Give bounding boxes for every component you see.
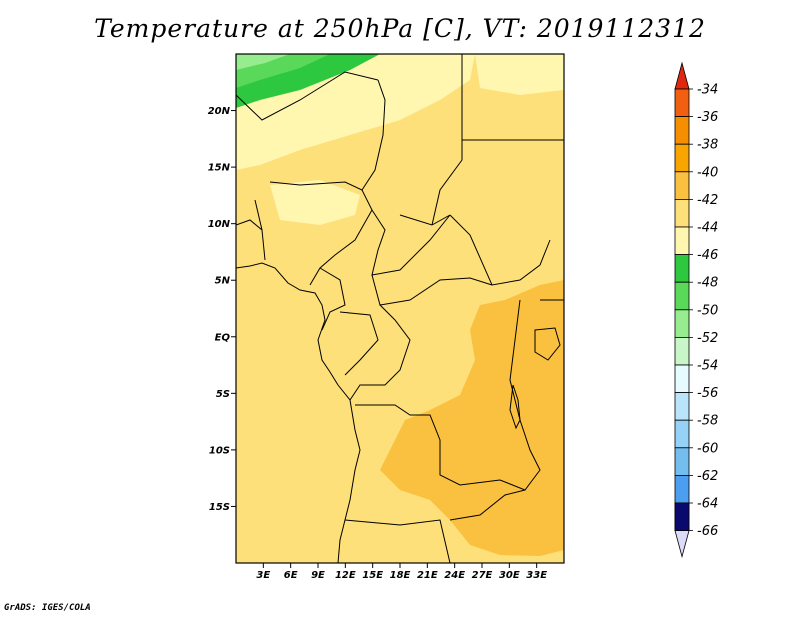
latitude-axis: 20N 15N 10N 5N EQ 5S 10S 15S [208, 106, 236, 513]
colorbar-swatch [674, 474, 690, 504]
lon-tick-label: 33E [526, 570, 547, 581]
grads-credit: GrADS: IGES/COLA [4, 603, 91, 613]
border-chad-car [371, 209, 451, 276]
colorbar-label: -58 [697, 414, 718, 429]
lat-tick-label: 15S [209, 502, 230, 513]
lon-tick-label: 24E [444, 570, 465, 581]
colorbar-swatch [674, 502, 690, 532]
border-car-south [371, 274, 493, 306]
border-drc-east [499, 299, 541, 491]
border-angola-namibia [344, 519, 451, 563]
colorbar-label: -62 [697, 469, 718, 484]
colorbar-label: -64 [697, 497, 718, 512]
colorbar-label: -50 [697, 303, 718, 318]
colorbar-label: -60 [697, 441, 718, 456]
colorbar-label: -42 [697, 193, 718, 208]
coastline [236, 262, 361, 563]
longitude-axis: 3E 6E 9E 12E 15E 18E 21E 24E 27E 30E 33E [256, 563, 547, 581]
lat-tick-label: 10N [208, 219, 231, 230]
border-drc-angola [355, 404, 501, 486]
lake-victoria [534, 327, 561, 361]
colorbar: -34 -36 -38 -40 -42 -44 -46 -48 -50 -52 -54 -56 -58 -… [674, 61, 718, 559]
colorbar-bottom-arrow [674, 530, 690, 559]
colorbar-label: -34 [697, 83, 718, 98]
lon-tick-label: 12E [335, 570, 356, 581]
lat-tick-label: EQ [215, 332, 231, 343]
colorbar-swatch [674, 226, 690, 256]
colorbar-swatch [674, 281, 690, 311]
border-congo-drc [349, 304, 411, 401]
lon-tick-label: 18E [390, 570, 411, 581]
lon-tick-label: 21E [417, 570, 438, 581]
lon-tick-label: 6E [284, 570, 298, 581]
lon-tick-label: 3E [256, 570, 270, 581]
lon-tick-label: 9E [311, 570, 325, 581]
lat-tick-label: 15N [208, 163, 231, 174]
colorbar-swatch [674, 419, 690, 449]
colorbar-label: -46 [697, 248, 718, 263]
lon-tick-label: 30E [499, 570, 520, 581]
colorbar-swatch [674, 88, 690, 118]
border-egypt-sudan [431, 54, 463, 226]
colorbar-swatch [674, 198, 690, 228]
lat-tick-label: 5N [215, 276, 231, 287]
colorbar-swatch [674, 364, 690, 394]
country-borders [236, 54, 564, 563]
colorbar-swatch [674, 143, 690, 173]
border-west-africa [236, 199, 266, 261]
colorbar-label: -38 [697, 138, 718, 153]
colorbar-swatch [674, 392, 690, 421]
colorbar-label: -52 [697, 331, 718, 346]
lon-tick-label: 15E [362, 570, 383, 581]
border-south-sudan [449, 214, 551, 286]
colorbar-label: -56 [697, 386, 718, 401]
colorbar-swatch [674, 336, 690, 366]
colorbar-swatch [674, 116, 690, 145]
colorbar-swatch [674, 447, 690, 476]
field-band-42-44-patch [270, 180, 360, 225]
colorbar-label: -54 [697, 359, 718, 374]
lon-tick-label: 27E [472, 570, 493, 581]
border-gabon-congo [339, 311, 379, 376]
lat-tick-label: 10S [209, 445, 230, 456]
colorbar-label: -48 [697, 276, 718, 291]
field-band-48-50 [236, 54, 290, 70]
colorbar-top-arrow [674, 61, 690, 90]
border-libya-chad [361, 79, 386, 191]
colorbar-label: -40 [697, 165, 718, 180]
colorbar-label: -36 [697, 110, 718, 125]
colorbar-label: -66 [697, 524, 718, 539]
border-cameroon [319, 267, 346, 331]
lake-tanganyika [509, 384, 521, 430]
border-niger [236, 71, 379, 121]
field-band-42-44-east [475, 54, 564, 95]
colorbar-swatch [674, 309, 690, 338]
colorbar-label: -44 [697, 221, 718, 236]
lat-tick-label: 5S [216, 389, 230, 400]
colorbar-swatch [674, 171, 690, 200]
colorbar-swatch [674, 254, 690, 283]
temperature-field [236, 54, 564, 563]
lat-tick-label: 20N [208, 106, 231, 117]
map-title: Temperature at 250hPa [C], VT: 201911231… [94, 14, 706, 43]
border-zambia [449, 489, 526, 521]
